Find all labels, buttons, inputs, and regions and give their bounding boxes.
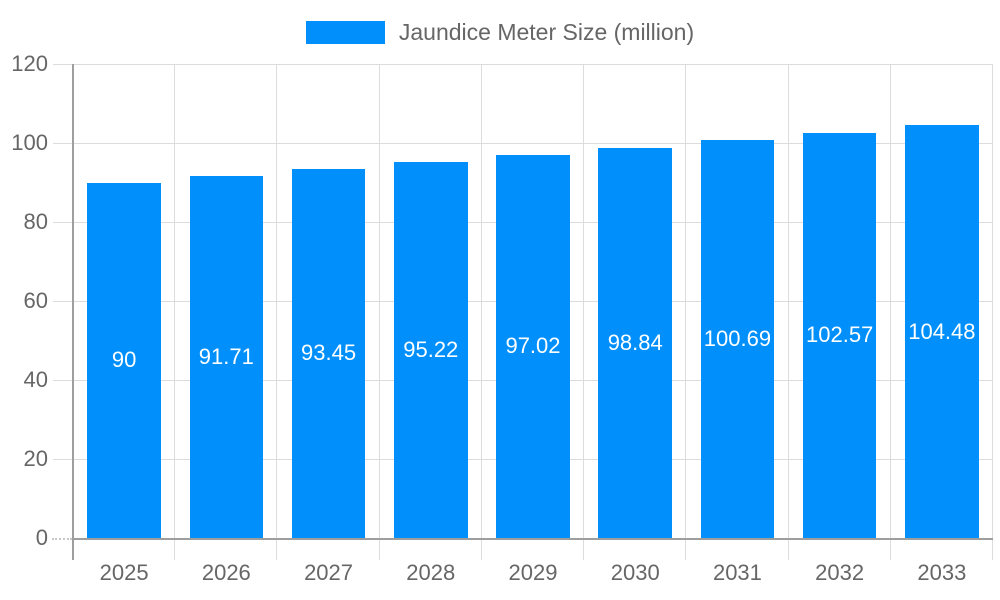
category-column: 102.57 2032 [789,64,891,585]
bar[interactable]: 95.22 [393,161,468,538]
x-axis-label: 2027 [304,560,354,585]
category-column: 98.84 2030 [584,64,686,585]
bar[interactable]: 91.71 [189,175,264,538]
legend: Jaundice Meter Size (million) [0,19,1000,46]
category-column: 95.22 2028 [380,64,482,585]
y-gridline [53,64,993,65]
category-column: 100.69 2031 [686,64,788,585]
category-column: 93.45 2027 [277,64,379,585]
zero-tick [52,538,72,540]
x-gridline [276,64,278,560]
category-column: 104.48 2033 [891,64,993,585]
x-gridline [889,64,891,560]
x-axis-label: 2030 [610,560,660,585]
y-axis-label: 100 [11,130,48,155]
x-axis-label: 2032 [815,560,865,585]
x-axis-label: 2031 [712,560,762,585]
x-axis-label: 2025 [99,560,149,585]
x-axis-label: 2026 [201,560,251,585]
y-axis-label: 20 [23,446,48,471]
bar[interactable]: 104.48 [905,125,979,538]
category-column: 90 2025 [73,64,175,585]
bar-value-label: 104.48 [908,318,976,344]
legend-item[interactable]: Jaundice Meter Size (million) [305,19,695,46]
bar[interactable]: 98.84 [598,147,673,538]
bar[interactable]: 90 [87,182,161,538]
y-axis-label: 80 [23,209,48,234]
x-gridline [378,64,380,560]
category-column: 97.02 2029 [482,64,584,585]
legend-label: Jaundice Meter Size (million) [398,19,695,45]
x-gridline [787,64,789,560]
bar-value-label: 97.02 [505,333,561,359]
bar-value-label: 93.45 [301,340,357,366]
x-axis-label: 2033 [917,560,967,585]
legend-marker-swatch [305,21,385,44]
x-axis-label: 2028 [406,560,456,585]
x-gridline [583,64,585,560]
bar[interactable]: 100.69 [700,140,775,538]
bar[interactable]: 97.02 [496,154,570,538]
x-axis-line [72,538,993,540]
bar-value-label: 91.71 [198,343,254,369]
bar[interactable]: 102.57 [802,132,877,538]
y-axis-label: 120 [11,51,48,76]
y-axis-label: 40 [23,367,48,392]
x-gridline [992,64,993,560]
bar-value-label: 100.69 [703,326,772,352]
bar-value-label: 95.22 [403,336,459,362]
y-axis-label: 60 [23,288,48,313]
x-gridline [480,64,482,560]
bar-value-label: 102.57 [806,322,874,348]
y-axis-label: 0 [35,525,48,550]
y-axis-labels: 0 20 40 60 80 100 120 [0,51,48,550]
bar-value-label: 90 [111,347,137,373]
y-axis-line [72,64,74,560]
category-column: 91.71 2026 [175,64,277,585]
x-axis-label: 2029 [508,560,558,585]
bar[interactable]: 93.45 [291,168,366,538]
bar-value-label: 98.84 [607,329,663,355]
y-gridline [53,143,993,144]
x-gridline [685,64,687,560]
plot-area: 90 2025 91.71 2026 93.45 2027 95.22 2028 97.02 20… [52,64,993,585]
x-gridline [174,64,176,560]
